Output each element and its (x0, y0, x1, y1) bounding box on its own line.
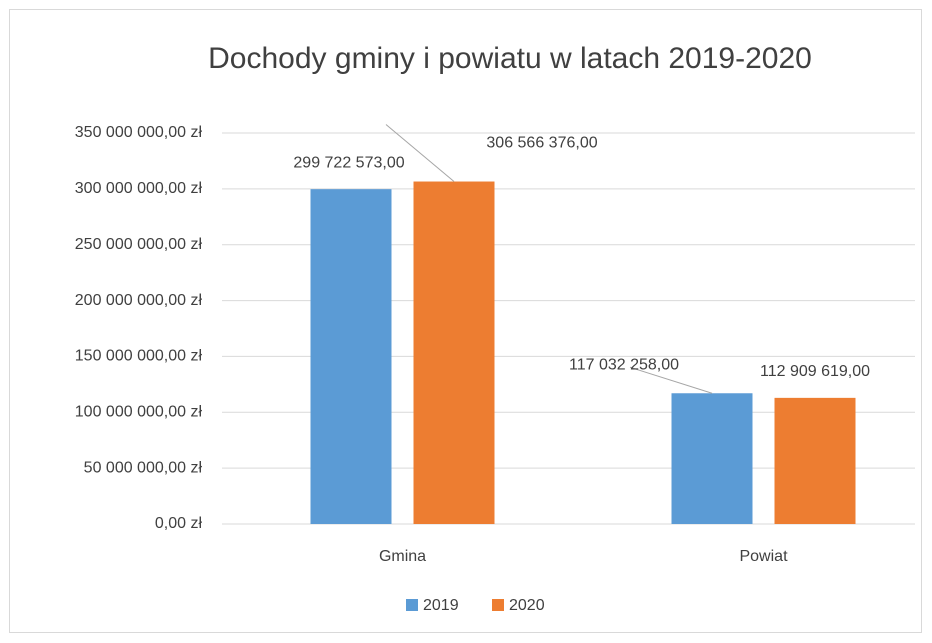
bar (774, 397, 856, 524)
leader-line (629, 366, 713, 394)
y-tick-label: 250 000 000,00 zł (75, 236, 203, 253)
legend-label: 2020 (509, 597, 545, 614)
leader-line (385, 124, 455, 182)
x-tick-label: Gmina (379, 548, 426, 565)
y-tick-label: 350 000 000,00 zł (75, 124, 203, 141)
bar (310, 189, 392, 525)
data-label: 306 566 376,00 (486, 135, 597, 152)
y-tick-label: 300 000 000,00 zł (75, 180, 203, 197)
data-label: 117 032 258,00 (569, 356, 679, 373)
y-tick-label: 50 000 000,00 zł (84, 459, 203, 476)
y-tick-label: 0,00 zł (155, 515, 203, 532)
legend-swatch (492, 599, 504, 611)
x-tick-label: Powiat (739, 548, 788, 565)
legend-label: 2019 (423, 597, 459, 614)
y-tick-label: 100 000 000,00 zł (75, 404, 203, 421)
chart-title: Dochody gminy i powiatu w latach 2019-20… (208, 42, 812, 75)
y-tick-label: 200 000 000,00 zł (75, 292, 203, 309)
bar (413, 181, 495, 525)
data-label: 299 722 573,00 (293, 154, 404, 171)
bar (671, 393, 753, 524)
data-label: 112 909 619,00 (760, 363, 870, 380)
y-tick-label: 150 000 000,00 zł (75, 348, 203, 365)
legend-swatch (406, 599, 418, 611)
